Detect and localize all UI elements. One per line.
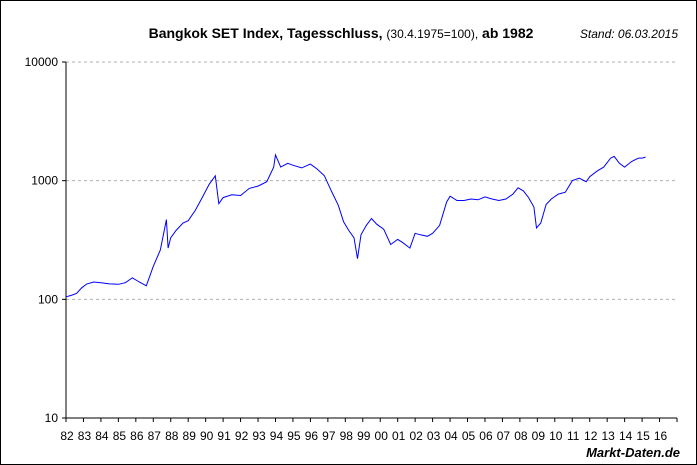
stand-date: Stand: 06.03.2015 <box>579 27 678 41</box>
x-tick-label: 11 <box>567 429 580 443</box>
x-tick-label: 14 <box>619 429 633 443</box>
x-tick-label: 04 <box>444 429 458 443</box>
x-tick-label: 05 <box>462 429 476 443</box>
x-tick-label: 09 <box>532 429 546 443</box>
x-tick-label: 84 <box>95 429 109 443</box>
x-tick-label: 16 <box>654 429 668 443</box>
series-line <box>65 153 646 298</box>
x-tick-label: 08 <box>514 429 528 443</box>
x-tick-label: 00 <box>375 429 389 443</box>
x-tick-label: 89 <box>183 429 197 443</box>
x-tick-label: 06 <box>479 429 493 443</box>
y-tick-label: 10000 <box>25 55 59 69</box>
x-tick-label: 12 <box>584 429 598 443</box>
x-tick-label: 88 <box>165 429 179 443</box>
x-tick-label: 01 <box>392 429 406 443</box>
x-tick-label: 82 <box>60 429 74 443</box>
title-note: (30.4.1975=100), <box>386 27 479 41</box>
x-tick-label: 10 <box>549 429 563 443</box>
x-tick-label: 93 <box>252 429 266 443</box>
chart-title: Bangkok SET Index, Tagesschluss, (30.4.1… <box>1 25 681 41</box>
x-tick-label: 98 <box>340 429 354 443</box>
x-tick-label: 15 <box>636 429 650 443</box>
x-tick-label: 99 <box>357 429 371 443</box>
x-tick-label: 03 <box>427 429 441 443</box>
x-tick-label: 96 <box>305 429 319 443</box>
x-tick-label: 92 <box>235 429 249 443</box>
title-suffix: ab 1982 <box>482 25 534 41</box>
source-brand: Markt-Daten.de <box>586 445 680 460</box>
title-main: Bangkok SET Index, Tagesschluss, <box>148 25 383 41</box>
y-tick-label: 10 <box>45 411 59 425</box>
y-tick-label: 100 <box>38 292 58 306</box>
x-tick-label: 83 <box>78 429 92 443</box>
x-tick-label: 87 <box>148 429 162 443</box>
x-tick-label: 90 <box>200 429 214 443</box>
x-tick-label: 95 <box>287 429 301 443</box>
x-tick-label: 07 <box>497 429 511 443</box>
x-tick-label: 85 <box>113 429 127 443</box>
x-tick-label: 97 <box>322 429 336 443</box>
x-tick-label: 94 <box>270 429 284 443</box>
x-tick-label: 02 <box>409 429 423 443</box>
y-tick-label: 1000 <box>31 174 58 188</box>
x-tick-label: 13 <box>601 429 615 443</box>
x-tick-label: 86 <box>130 429 144 443</box>
x-tick-label: 91 <box>217 429 231 443</box>
